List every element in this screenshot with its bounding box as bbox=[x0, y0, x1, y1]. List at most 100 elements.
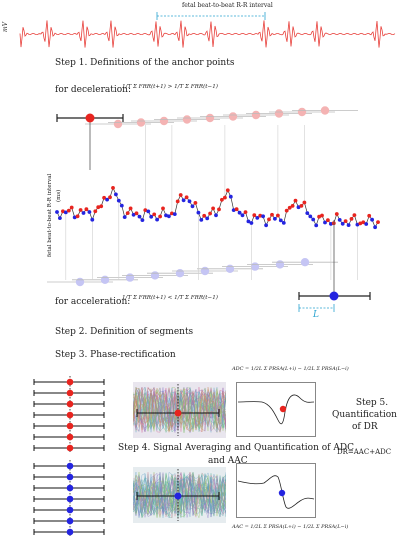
rr-point bbox=[255, 216, 260, 220]
rr-point bbox=[99, 204, 104, 209]
rr-point bbox=[314, 223, 319, 228]
acceleration-anchor-ghosts bbox=[47, 258, 338, 287]
rr-point bbox=[349, 217, 354, 221]
dec-ghost-anchor bbox=[159, 116, 169, 126]
rr-point bbox=[228, 194, 233, 199]
rr-point bbox=[61, 209, 65, 214]
rr-point bbox=[270, 212, 274, 217]
dec-average-point bbox=[174, 409, 182, 417]
acc-segment-anchor bbox=[66, 528, 74, 536]
rr-point bbox=[152, 212, 157, 217]
rr-point bbox=[102, 195, 106, 200]
rr-point bbox=[87, 210, 92, 214]
rr-point bbox=[125, 211, 130, 215]
rr-point bbox=[193, 201, 198, 205]
rr-point bbox=[55, 210, 59, 214]
ecg-strip bbox=[19, 12, 396, 48]
dec-ghost-anchor bbox=[274, 109, 284, 118]
for-deceleration-label: for deceleration: bbox=[55, 85, 131, 95]
rr-point bbox=[243, 210, 248, 214]
rr-point bbox=[199, 218, 204, 222]
rr-point bbox=[170, 211, 174, 216]
dec-segment-anchor bbox=[66, 433, 74, 441]
rr-point bbox=[231, 208, 236, 212]
rr-point bbox=[340, 221, 345, 226]
prsa-dec-point bbox=[279, 405, 287, 413]
rr-point bbox=[205, 216, 210, 221]
acc-segment-anchor bbox=[66, 495, 74, 503]
phase-rectification bbox=[33, 376, 105, 536]
rr-point bbox=[258, 213, 263, 218]
acc-ghost-anchor bbox=[250, 262, 260, 271]
dec-ghost-anchor bbox=[113, 119, 123, 129]
rr-point bbox=[146, 209, 151, 214]
dec-anchor-point bbox=[85, 113, 95, 123]
acceleration-segment-stack bbox=[33, 460, 105, 536]
rr-point bbox=[252, 213, 257, 218]
anchor-diagram bbox=[47, 106, 380, 312]
aac-formula: AAC = 1/2L Σ PRSA(L+i) − 1/2L Σ PRSA(L−i… bbox=[232, 524, 349, 530]
rr-point bbox=[90, 217, 95, 222]
rr-point bbox=[164, 213, 168, 218]
dec-ghost-anchor bbox=[297, 107, 307, 117]
rr-point bbox=[281, 221, 286, 225]
rr-point bbox=[196, 210, 201, 215]
dec-segment-anchor bbox=[66, 422, 74, 430]
rr-point bbox=[134, 211, 139, 216]
rr-point bbox=[320, 213, 324, 218]
rr-point bbox=[202, 213, 207, 218]
deceleration-anchor-ghosts bbox=[85, 106, 358, 129]
rr-point bbox=[214, 213, 218, 218]
rr-point bbox=[220, 197, 224, 202]
rr-point bbox=[278, 218, 283, 223]
acc-ghost-anchor bbox=[75, 277, 85, 287]
rr-point bbox=[329, 222, 333, 226]
rr-point bbox=[237, 210, 242, 215]
dec-segment-anchor bbox=[66, 378, 74, 386]
acc-average-point bbox=[174, 492, 182, 500]
rr-point bbox=[161, 206, 165, 211]
dr-equation: DR=AAC+ADC bbox=[337, 448, 392, 456]
step3-title: Step 3. Phase-rectification bbox=[55, 350, 176, 360]
step4-title-line2: and AAC bbox=[208, 456, 248, 466]
acc-segment-anchor bbox=[66, 462, 74, 470]
adc-formula: ADC = 1/2L Σ PRSA(L+i) − 1/2L Σ PRSA(L−i… bbox=[232, 366, 349, 372]
rr-point bbox=[96, 205, 101, 210]
rr-point bbox=[223, 195, 227, 200]
rr-point bbox=[58, 216, 62, 220]
dec-ghost-anchor bbox=[251, 110, 261, 120]
rr-point bbox=[155, 217, 160, 222]
deceleration-formula: 1/T Σ FRR(t+1) > 1/T Σ FRR(t−1) bbox=[122, 84, 218, 90]
dec-averaging-panel bbox=[133, 382, 226, 438]
rr-point bbox=[361, 220, 366, 225]
rr-point bbox=[78, 208, 83, 212]
dec-ghost-anchor bbox=[320, 106, 330, 115]
dec-segment-anchor bbox=[66, 444, 74, 452]
rr-point bbox=[364, 222, 369, 226]
step1-title: Step 1. Definitions of the anchor points bbox=[55, 58, 235, 68]
rr-point bbox=[267, 217, 271, 222]
rr-point bbox=[140, 218, 145, 222]
dec-ghost-anchor bbox=[182, 115, 192, 124]
acc-anchor-point bbox=[329, 291, 339, 301]
rr-point bbox=[149, 214, 154, 219]
rr-point bbox=[143, 208, 148, 212]
deceleration-segment-stack bbox=[33, 376, 105, 452]
rr-point bbox=[337, 218, 342, 222]
rr-point bbox=[75, 214, 80, 219]
rr-point bbox=[190, 204, 195, 209]
rr-point bbox=[211, 206, 216, 211]
rr-point bbox=[290, 204, 295, 208]
acceleration-formula: 1/T Σ FRR(t+1) < 1/T Σ FRR(t−1) bbox=[122, 295, 218, 301]
rr-point bbox=[308, 214, 313, 219]
acc-segment-anchor bbox=[66, 517, 74, 525]
rr-point bbox=[323, 220, 327, 225]
dec-ghost-anchor bbox=[136, 118, 146, 127]
rr-point bbox=[72, 215, 77, 220]
rr-point bbox=[305, 211, 310, 215]
step5-line1: Step 5. bbox=[355, 398, 389, 408]
rr-point bbox=[69, 205, 74, 210]
rr-series-line bbox=[56, 186, 379, 229]
rr-point bbox=[128, 206, 133, 211]
rr-point bbox=[276, 213, 280, 218]
